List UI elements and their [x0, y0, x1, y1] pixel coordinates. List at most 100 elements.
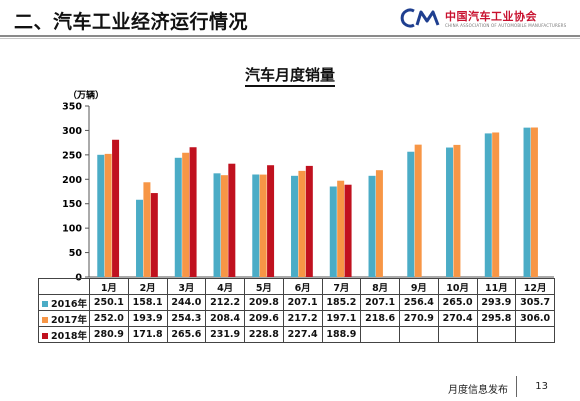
legend-entry: 2018年	[38, 326, 90, 343]
data-label	[437, 326, 478, 343]
data-label	[515, 326, 555, 343]
bar-2017年-2月	[143, 182, 151, 277]
y-tick-label: 100	[62, 224, 82, 235]
chart-title: 汽车月度销量	[0, 64, 580, 87]
bar-2016年-3月	[174, 157, 182, 277]
data-label: 295.8	[476, 310, 517, 327]
data-label: 265.6	[166, 326, 207, 343]
data-label: 293.9	[476, 294, 517, 311]
bar-2016年-9月	[407, 151, 415, 277]
data-label: 254.3	[166, 310, 207, 327]
y-tick-label: 350	[62, 102, 82, 113]
data-label: 252.0	[89, 310, 129, 327]
data-label: 208.4	[205, 310, 245, 327]
y-tick-label: 50	[69, 248, 83, 259]
y-tick-label: 300	[62, 126, 82, 137]
data-label: 212.2	[205, 294, 245, 311]
data-label: 207.1	[360, 294, 400, 311]
bar-2017年-8月	[375, 170, 383, 277]
x-tick-label: 7月	[321, 278, 362, 295]
data-label: 158.1	[127, 294, 168, 311]
bar-2017年-1月	[104, 153, 112, 277]
bar-2016年-7月	[329, 186, 337, 277]
caam-logo: 中国汽车工业协会 CHINA ASSOCIATION OF AUTOMOBILE…	[399, 7, 566, 31]
logo-text-cn: 中国汽车工业协会	[445, 10, 537, 23]
bar-2017年-5月	[259, 174, 267, 277]
data-label: 270.4	[437, 310, 478, 327]
x-tick-label: 10月	[437, 278, 478, 295]
bar-2017年-11月	[492, 132, 500, 277]
data-label: 280.9	[89, 326, 129, 343]
bar-2016年-4月	[213, 173, 221, 277]
data-label: 197.1	[321, 310, 362, 327]
bar-2017年-4月	[220, 175, 228, 277]
x-tick-label: 12月	[515, 278, 555, 295]
data-label: 256.4	[399, 294, 439, 311]
bar-2018年-2月	[150, 193, 158, 277]
bar-2018年-7月	[344, 184, 352, 277]
caam-logo-icon	[400, 8, 440, 28]
legend-label: 2016年	[51, 298, 87, 310]
footer-text: 月度信息发布	[448, 385, 508, 396]
x-tick-label: 11月	[476, 278, 517, 295]
legend-swatch	[42, 301, 48, 307]
data-label: 207.1	[282, 294, 323, 311]
bar-2017年-10月	[453, 144, 461, 277]
bar-2017年-6月	[298, 170, 306, 277]
bar-2018年-1月	[112, 139, 120, 277]
x-tick-label: 4月	[205, 278, 245, 295]
data-label: 209.8	[244, 294, 284, 311]
data-label: 171.8	[127, 326, 168, 343]
table-header-row: 1月 2月 3月 4月 5月 6月 7月 8月 9月 10月 11月 12月	[38, 278, 555, 295]
slide-title: 二、汽车工业经济运行情况	[14, 11, 249, 33]
table-row: 2016年 250.1 158.1 244.0 212.2 209.8 207.1 185.2…	[38, 294, 555, 311]
data-label: 306.0	[515, 310, 555, 327]
x-tick-label: 3月	[166, 278, 207, 295]
data-label: 250.1	[89, 294, 129, 311]
data-label: 218.6	[360, 310, 400, 327]
y-axis-label: （万辆）	[68, 89, 104, 101]
y-tick-label: 250	[62, 150, 82, 161]
bar-2018年-5月	[267, 165, 275, 277]
bar-2016年-11月	[484, 133, 492, 277]
data-label	[399, 326, 439, 343]
legend-swatch	[42, 317, 48, 323]
bar-2016年-10月	[446, 147, 454, 277]
data-label: 305.7	[515, 294, 555, 311]
data-label: 228.8	[244, 326, 284, 343]
data-label: 270.9	[399, 310, 439, 327]
legend-swatch	[42, 333, 48, 339]
bar-2016年-6月	[291, 175, 299, 277]
x-tick-label: 6月	[282, 278, 323, 295]
data-label: 209.6	[244, 310, 284, 327]
x-tick-label: 9月	[399, 278, 439, 295]
x-tick-label: 5月	[244, 278, 284, 295]
legend-label: 2017年	[51, 314, 87, 326]
bar-2018年-3月	[189, 147, 197, 277]
bar-2018年-4月	[228, 163, 236, 277]
data-label: 244.0	[166, 294, 207, 311]
data-label: 217.2	[282, 310, 323, 327]
bar-2018年-6月	[305, 165, 313, 277]
data-label: 227.4	[282, 326, 323, 343]
page-number: 13	[535, 381, 548, 392]
footer-separator	[516, 376, 517, 397]
x-tick-label: 8月	[360, 278, 400, 295]
bar-2016年-1月	[97, 154, 105, 277]
bar-2017年-3月	[182, 152, 190, 277]
x-tick-label: 2月	[127, 278, 168, 295]
data-label: 185.2	[321, 294, 362, 311]
bar-2017年-7月	[337, 180, 345, 277]
bar-2016年-5月	[252, 174, 260, 277]
y-tick-label: 200	[62, 175, 82, 186]
header-divider	[0, 35, 580, 37]
x-tick-label: 1月	[89, 278, 129, 295]
slide-header: 二、汽车工业经济运行情况 中国汽车工业协会 CHINA ASSOCIATION …	[0, 0, 580, 36]
data-label: 265.0	[437, 294, 478, 311]
data-label: 188.9	[321, 326, 362, 343]
legend-entry: 2016年	[38, 294, 90, 311]
data-label: 231.9	[205, 326, 245, 343]
bar-2016年-12月	[523, 127, 531, 278]
y-tick-label: 150	[62, 199, 82, 210]
